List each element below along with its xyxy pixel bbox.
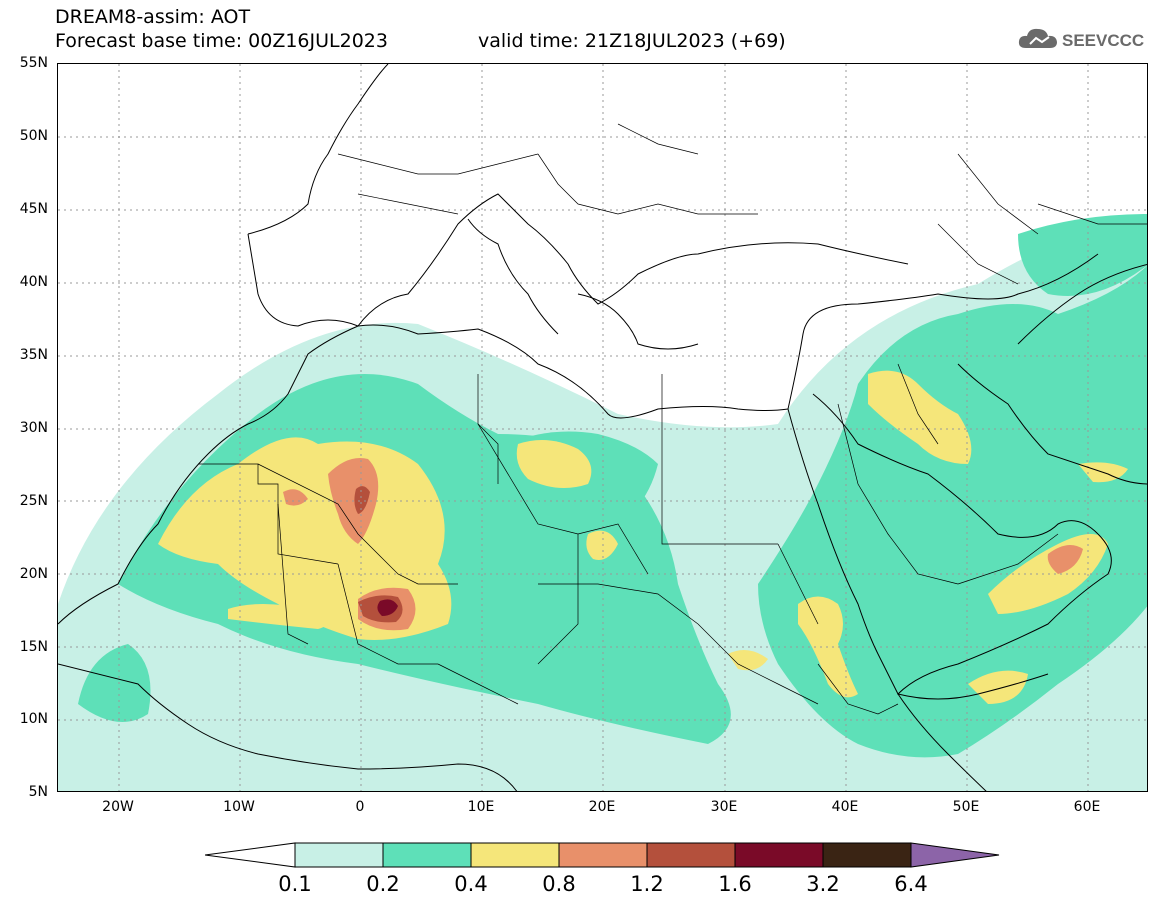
colorbar-label-0.1: 0.1 — [278, 872, 312, 896]
colorbar-swatch-4 — [558, 842, 648, 868]
colorbar — [204, 840, 1000, 870]
colorbar-swatch-6 — [734, 842, 824, 868]
lon-tick-40e: 40E — [831, 799, 859, 815]
aot-map — [58, 64, 1147, 791]
lon-tick-20e: 20E — [588, 799, 616, 815]
colorbar-swatch-3 — [470, 842, 560, 868]
forecast-base-time: Forecast base time: 00Z16JUL2023 — [55, 30, 388, 52]
colorbar-label-0.8: 0.8 — [542, 872, 576, 896]
lat-tick-10n: 10N — [19, 711, 48, 727]
colorbar-label-1.6: 1.6 — [718, 872, 752, 896]
map-title: DREAM8-assim: AOT — [55, 6, 251, 28]
lon-tick-50e: 50E — [952, 799, 980, 815]
coastlines — [58, 64, 1147, 791]
colorbar-swatch-2 — [382, 842, 472, 868]
lon-tick-60e: 60E — [1073, 799, 1101, 815]
colorbar-swatch-7 — [822, 842, 912, 868]
lon-tick-30e: 30E — [710, 799, 738, 815]
seevccc-logo: SEEVCCC — [1016, 24, 1156, 54]
lat-tick-25n: 25N — [19, 493, 48, 509]
colorbar-under-arrow — [204, 842, 296, 868]
colorbar-label-6.4: 6.4 — [894, 872, 928, 896]
colorbar-label-0.4: 0.4 — [454, 872, 488, 896]
lon-tick-0: 0 — [355, 799, 365, 815]
map-area — [57, 63, 1148, 792]
lat-tick-35n: 35N — [19, 347, 48, 363]
colorbar-label-3.2: 3.2 — [806, 872, 840, 896]
lat-tick-20n: 20N — [19, 566, 48, 582]
lat-tick-55n: 55N — [19, 55, 48, 71]
colorbar-swatch-5 — [646, 842, 736, 868]
lat-tick-50n: 50N — [19, 128, 48, 144]
lon-tick-20w: 20W — [102, 799, 134, 815]
valid-time: valid time: 21Z18JUL2023 (+69) — [478, 30, 786, 52]
cloud-icon: SEEVCCC — [1018, 28, 1144, 50]
lat-tick-30n: 30N — [19, 420, 48, 436]
country-borders — [198, 123, 1147, 715]
aot-band-1.6 — [377, 599, 398, 616]
lat-tick-5n: 5N — [28, 784, 48, 800]
lon-tick-10w: 10W — [223, 799, 255, 815]
lon-tick-10e: 10E — [467, 799, 495, 815]
colorbar-swatch-1 — [294, 842, 384, 868]
colorbar-label-0.2: 0.2 — [366, 872, 400, 896]
logo-text: SEEVCCC — [1062, 31, 1144, 50]
colorbar-over-arrow — [910, 842, 1000, 868]
colorbar-label-1.2: 1.2 — [630, 872, 664, 896]
lat-tick-40n: 40N — [19, 274, 48, 290]
lat-tick-15n: 15N — [19, 639, 48, 655]
lat-tick-45n: 45N — [19, 201, 48, 217]
